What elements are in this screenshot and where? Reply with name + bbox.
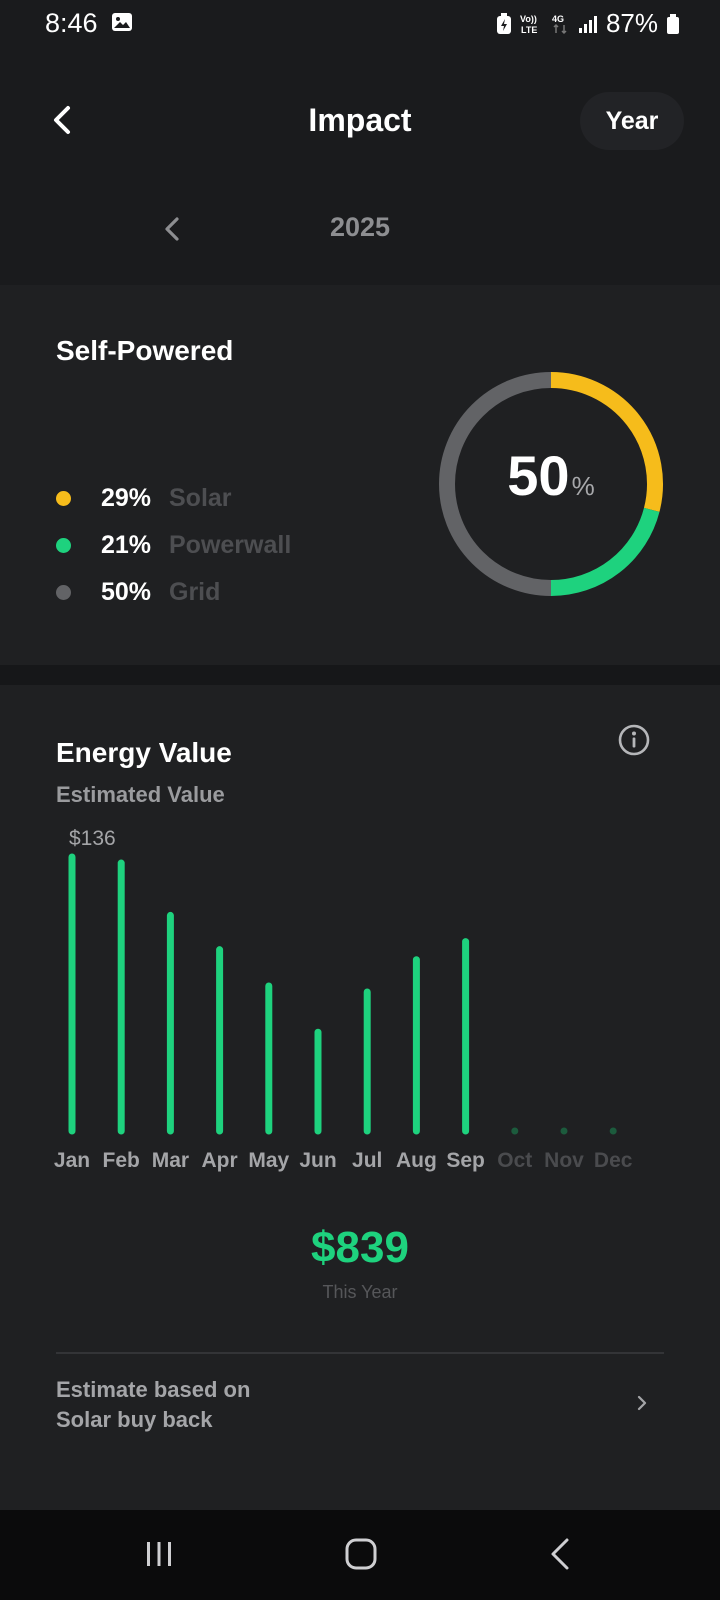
tick-label-aug: Aug — [396, 1149, 437, 1172]
self-powered-percent: 50 — [507, 444, 570, 507]
divider-line — [56, 1352, 664, 1354]
year-total-label: This Year — [322, 1282, 398, 1302]
home-icon[interactable] — [336, 1532, 386, 1576]
bar-nov — [560, 1127, 568, 1135]
chevron-left-icon — [54, 106, 70, 134]
donut-center-value: 50% — [437, 443, 665, 508]
energy-value-chart: Jan Feb Mar Apr May Jun Jul Aug Sep Oct Nov Dec $136 — [54, 827, 633, 1172]
bar-oct — [511, 1127, 519, 1135]
estimate-basis-link[interactable]: Estimate based on Solar buy back — [56, 1375, 664, 1455]
legend-name: Solar — [169, 484, 232, 512]
chevron-left-icon — [165, 217, 179, 241]
tick-label-jun: Jun — [299, 1149, 336, 1172]
estimate-basis-text: Estimate based on Solar buy back — [56, 1375, 456, 1435]
battery-icon — [667, 13, 679, 34]
svg-text:4G: 4G — [552, 14, 564, 24]
status-time: 8:46 — [45, 8, 98, 38]
estimate-line-2: Solar buy back — [56, 1407, 213, 1432]
network-4g-icon: 4G — [552, 14, 567, 34]
chevron-right-icon — [637, 1395, 647, 1411]
donut-arc-solar — [550, 372, 663, 512]
tick-label-feb: Feb — [103, 1149, 140, 1172]
grid-dot — [56, 585, 71, 600]
energy-value-title: Energy Value — [56, 737, 232, 768]
system-nav-bar — [0, 1510, 720, 1600]
donut-arc-powerwall — [550, 507, 660, 596]
tick-label-jan: Jan — [54, 1149, 90, 1172]
powerwall-dot — [56, 538, 71, 553]
tick-label-mar: Mar — [152, 1149, 189, 1172]
battery-saver-icon — [496, 12, 511, 34]
volte-icon: Vo)) LTE — [520, 14, 537, 35]
svg-text:Vo)): Vo)) — [520, 14, 537, 24]
estimate-line-1: Estimate based on — [56, 1377, 251, 1402]
legend-item-powerwall: 21% Powerwall — [56, 522, 291, 569]
tick-label-nov: Nov — [544, 1149, 584, 1172]
solar-dot — [56, 491, 71, 506]
energy-value-card: Energy Value Estimated Value Jan Feb Mar Ap… — [0, 685, 720, 1510]
page-title: Impact — [308, 102, 412, 138]
energy-value-subtitle: Estimated Value — [56, 782, 225, 807]
percent-unit: % — [571, 471, 595, 501]
self-powered-legend: 29% Solar 21% Powerwall 50% Grid — [56, 475, 291, 616]
self-powered-title: Self-Powered — [56, 335, 234, 366]
info-icon[interactable] — [617, 723, 651, 757]
signal-icon — [578, 15, 597, 33]
tick-label-sep: Sep — [446, 1149, 485, 1172]
legend-pct: 21% — [100, 531, 151, 559]
year-total-value: $839 — [311, 1223, 409, 1272]
battery-percent: 87% — [605, 8, 658, 38]
legend-name: Powerwall — [169, 531, 292, 559]
year-navigator: 2025 — [0, 200, 720, 260]
recents-icon[interactable] — [134, 1532, 184, 1576]
legend-name: Grid — [169, 578, 221, 606]
legend-item-solar: 29% Solar — [56, 475, 291, 522]
section-divider — [0, 665, 720, 685]
legend-pct: 50% — [100, 578, 151, 606]
period-selector-button[interactable]: Year — [580, 92, 684, 150]
legend-item-grid: 50% Grid — [56, 569, 291, 616]
status-bar: 8:46 Vo)) LTE 4G 87% — [0, 0, 720, 48]
header: Impact Year — [0, 90, 720, 150]
svg-text:LTE: LTE — [521, 25, 537, 35]
self-powered-card[interactable]: Self-Powered 29% Solar 21% Powerwall 50%… — [0, 285, 720, 665]
year-label: 2025 — [329, 212, 391, 242]
back-button[interactable] — [46, 102, 82, 138]
tick-label-apr: Apr — [202, 1149, 238, 1172]
bar-dec — [609, 1127, 617, 1135]
previous-year-button[interactable] — [158, 212, 188, 246]
donut-arc-grid — [439, 372, 552, 596]
self-powered-donut — [439, 372, 663, 596]
tick-label-oct: Oct — [497, 1149, 532, 1172]
gallery-notification-icon — [112, 13, 132, 31]
tick-label-dec: Dec — [594, 1149, 633, 1172]
back-icon[interactable] — [537, 1532, 587, 1576]
tick-label-jul: Jul — [352, 1149, 382, 1172]
max-value-label: $136 — [69, 827, 116, 850]
status-indicators: Vo)) LTE 4G 87% — [496, 8, 680, 39]
tick-label-may: May — [248, 1149, 289, 1172]
legend-pct: 29% — [100, 484, 151, 512]
